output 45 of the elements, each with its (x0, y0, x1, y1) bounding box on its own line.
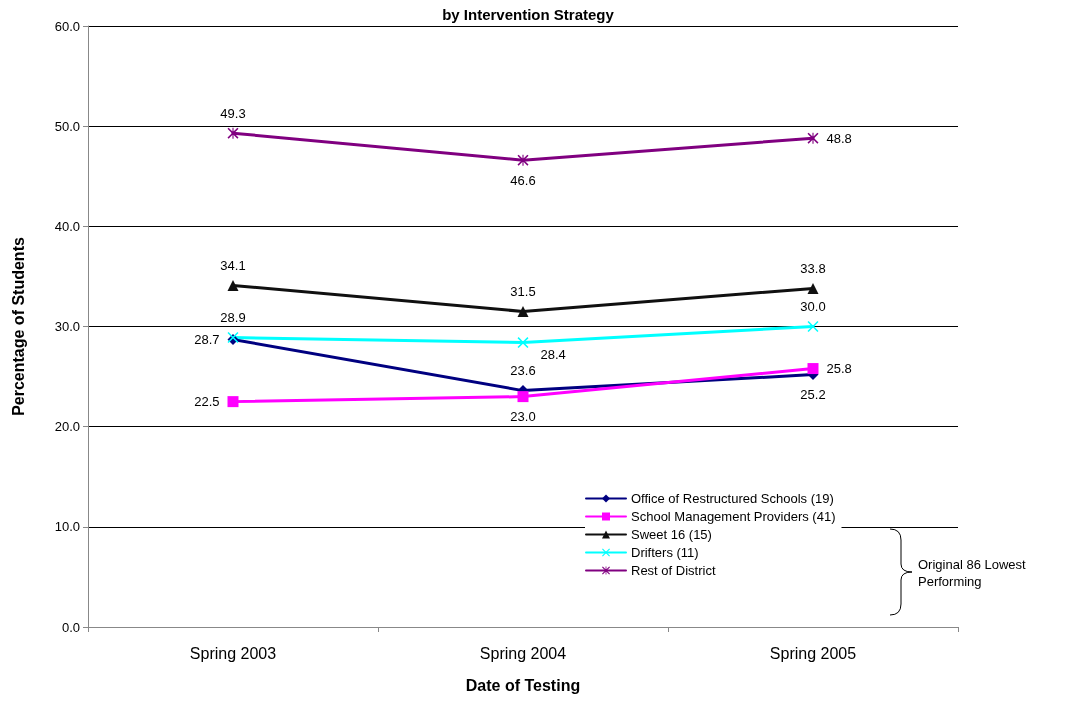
data-label: 33.8 (800, 260, 826, 276)
data-label: 23.0 (510, 409, 536, 425)
y-tick-label: 50.0 (54, 118, 80, 134)
data-label: 25.8 (826, 361, 852, 377)
point (517, 337, 529, 349)
legend-label: Office of Restructured Schools (19) (631, 491, 834, 506)
y-tick-label: 10.0 (54, 519, 80, 535)
data-label: 46.6 (510, 172, 536, 188)
data-label: 22.5 (194, 394, 220, 410)
data-label: 23.6 (510, 363, 536, 379)
data-label: 28.7 (194, 332, 220, 348)
data-label: 48.8 (826, 130, 852, 146)
point (227, 396, 239, 408)
y-tick-label: 0.0 (61, 619, 80, 635)
data-label: 31.5 (510, 283, 536, 299)
point (517, 391, 529, 403)
data-label: 34.1 (220, 257, 246, 273)
x-tick-label: Spring 2004 (479, 644, 567, 662)
point (807, 321, 819, 332)
legend-label: School Management Providers (41) (631, 509, 836, 524)
y-tick-label: 60.0 (54, 18, 80, 34)
y-tick-label: 40.0 (54, 218, 80, 234)
point (807, 282, 819, 294)
point (227, 127, 239, 139)
legend-label: Sweet 16 (15) (631, 527, 712, 542)
data-label: 28.9 (220, 310, 246, 326)
legend-label: Drifters (11) (631, 545, 699, 560)
data-label: 30.0 (800, 299, 826, 314)
point (807, 363, 819, 375)
x-axis-title: Date of Testing (465, 676, 581, 694)
y-axis-title: Percentage of Students (9, 237, 27, 416)
y-tick-label: 20.0 (54, 419, 80, 435)
y-tick-label: 30.0 (54, 319, 80, 334)
point (517, 154, 529, 166)
data-label: 49.3 (220, 105, 246, 121)
data-label: 25.2 (800, 387, 826, 403)
point (227, 279, 239, 291)
legend-label: Rest of District (631, 563, 716, 578)
annotation: Original 86 Lowest Performing (918, 556, 1027, 590)
point (517, 305, 529, 317)
point (807, 132, 819, 144)
chart-title: by Intervention Strategy (442, 6, 615, 23)
data-label: 28.4 (540, 347, 566, 363)
x-tick-label: Spring 2005 (769, 644, 857, 662)
x-tick-label: Spring 2003 (189, 644, 277, 662)
